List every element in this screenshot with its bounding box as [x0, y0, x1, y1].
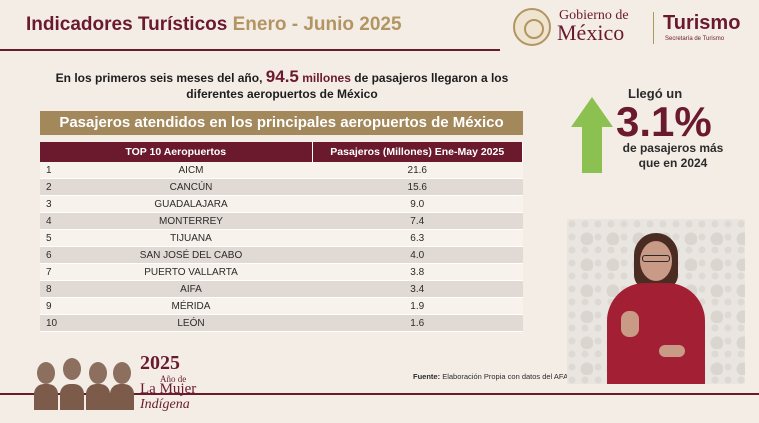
figure [63, 358, 81, 380]
logo-gobierno: Gobierno de [559, 8, 629, 23]
table-row: 6 SAN JOSÉ DEL CABO 4.0 [40, 246, 523, 264]
row-airport: SAN JOSÉ DEL CABO [70, 246, 312, 264]
source-label: Fuente: [413, 372, 441, 381]
row-airport: MÉRIDA [70, 297, 312, 315]
row-rank: 9 [40, 297, 70, 315]
intro-pre: En los primeros seis meses del año, [55, 71, 263, 85]
row-passengers: 4.0 [312, 246, 523, 264]
figure [86, 384, 110, 410]
header-divider [0, 49, 500, 51]
title-main: Indicadores Turísticos [26, 14, 228, 35]
table-row: 8 AIFA 3.4 [40, 280, 523, 298]
table-header-row: TOP 10 Aeropuertos Pasajeros (Millones) … [40, 142, 523, 162]
row-passengers: 1.6 [312, 314, 523, 332]
row-airport: AIFA [70, 280, 312, 298]
row-airport: GUADALAJARA [70, 195, 312, 213]
figure [37, 362, 55, 384]
stat-value: 3.1% [616, 98, 712, 145]
logo-secretaria: Secretaría de Turismo [665, 36, 725, 42]
row-airport: CANCÚN [70, 178, 312, 196]
row-airport: PUERTO VALLARTA [70, 263, 312, 281]
sign-language-interpreter-video [567, 219, 745, 384]
col-airport: TOP 10 Aeropuertos [40, 142, 313, 162]
logo-ano: Año de [160, 374, 187, 384]
table-row: 3 GUADALAJARA 9.0 [40, 195, 523, 213]
row-passengers: 6.3 [312, 229, 523, 247]
table-row: 7 PUERTO VALLARTA 3.8 [40, 263, 523, 281]
footer-divider [0, 393, 759, 395]
table-row: 2 CANCÚN 15.6 [40, 178, 523, 196]
airports-table: TOP 10 Aeropuertos Pasajeros (Millones) … [40, 142, 523, 332]
intro-value: 94.5 [265, 67, 299, 86]
row-rank: 10 [40, 314, 70, 332]
intro-text: En los primeros seis meses del año, 94.5… [40, 67, 524, 102]
row-rank: 4 [40, 212, 70, 230]
row-passengers: 21.6 [312, 162, 523, 179]
logo-year: 2025 [140, 352, 180, 374]
title-period: Enero - Junio 2025 [232, 14, 402, 35]
national-seal-icon [513, 8, 551, 46]
source-text: Elaboración Propia con datos del AFAC [442, 372, 574, 381]
intro-unit: millones [302, 71, 351, 85]
table-row: 9 MÉRIDA 1.9 [40, 297, 523, 315]
table-row: 1 AICM 21.6 [40, 162, 523, 179]
interpreter-hand [621, 311, 639, 337]
figure [89, 362, 107, 384]
logo-indigena: Indígena [140, 397, 190, 412]
row-passengers: 3.4 [312, 280, 523, 298]
row-passengers: 3.8 [312, 263, 523, 281]
row-rank: 6 [40, 246, 70, 264]
figure [113, 362, 131, 384]
row-passengers: 7.4 [312, 212, 523, 230]
col-passengers: Pasajeros (Millones) Ene-May 2025 [312, 142, 523, 162]
row-passengers: 1.9 [312, 297, 523, 315]
page-title: Indicadores Turísticos Enero - Junio 202… [26, 14, 402, 36]
stat-line2: de pasajeros más que en 2024 [622, 141, 724, 170]
logo-mexico: México [557, 20, 625, 45]
row-airport: MONTERREY [70, 212, 312, 230]
row-passengers: 9.0 [312, 195, 523, 213]
logo-separator [653, 12, 654, 44]
interpreter-glasses [642, 255, 670, 262]
intro-post: de pasajeros llegaron a los diferentes a… [186, 71, 509, 101]
figure [60, 384, 84, 410]
table-row: 5 TIJUANA 6.3 [40, 229, 523, 247]
row-rank: 2 [40, 178, 70, 196]
logo-mujer: La Mujer [140, 381, 197, 397]
row-passengers: 15.6 [312, 178, 523, 196]
row-airport: AICM [70, 162, 312, 179]
row-airport: TIJUANA [70, 229, 312, 247]
row-rank: 1 [40, 162, 70, 179]
interpreter-hand [659, 345, 685, 357]
table-row: 4 MONTERREY 7.4 [40, 212, 523, 230]
arrow-up-icon [571, 97, 613, 173]
stat-line1: Llegó un [628, 86, 683, 101]
row-rank: 8 [40, 280, 70, 298]
table-banner: Pasajeros atendidos en los principales a… [40, 111, 523, 135]
table-row: 10 LEÓN 1.6 [40, 314, 523, 332]
row-rank: 3 [40, 195, 70, 213]
source-note: Fuente: Elaboración Propia con datos del… [413, 372, 574, 381]
row-rank: 5 [40, 229, 70, 247]
year-logo: 2025 Año de La Mujer Indígena [32, 350, 202, 416]
indigenous-women-illustration [32, 350, 136, 412]
logo-turismo: Turismo [663, 12, 741, 34]
figure [34, 384, 58, 410]
row-rank: 7 [40, 263, 70, 281]
government-logo: Gobierno de México Turismo Secretaría de… [513, 8, 753, 48]
figure [110, 384, 134, 410]
row-airport: LEÓN [70, 314, 312, 332]
